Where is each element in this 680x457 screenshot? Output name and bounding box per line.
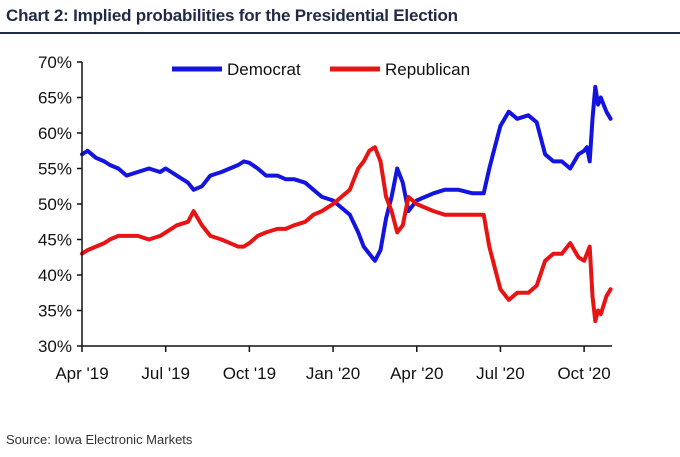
title-divider	[0, 32, 680, 34]
x-tick-label: Oct '19	[223, 364, 276, 383]
y-tick-label: 65%	[38, 89, 72, 108]
legend-label-democrat: Democrat	[227, 60, 301, 79]
chart-legend: Democrat Republican	[172, 60, 470, 79]
x-tick-label: Jul '20	[476, 364, 525, 383]
source-note: Source: Iowa Electronic Markets	[6, 432, 193, 447]
y-tick-label: 60%	[38, 124, 72, 143]
x-tick-label: Oct '20	[557, 364, 610, 383]
series-line-democrat	[80, 84, 613, 263]
x-axis-ticks	[81, 346, 585, 352]
legend-label-republican: Republican	[385, 60, 470, 79]
y-tick-label: 30%	[38, 337, 72, 356]
x-axis-tick-labels: Apr '19 Jul '19 Oct '19 Jan '20 Apr '20 Jul '…	[55, 364, 610, 383]
y-tick-label: 70%	[38, 53, 72, 72]
y-tick-label: 40%	[38, 266, 72, 285]
y-tick-label: 55%	[38, 160, 72, 179]
series-line-republican	[80, 145, 613, 324]
y-tick-label: 35%	[38, 302, 72, 321]
x-tick-label: Apr '19	[55, 364, 108, 383]
y-axis-tick-labels: 30% 35% 40% 45% 50% 55% 60% 65% 70%	[38, 53, 72, 356]
x-tick-label: Jan '20	[306, 364, 360, 383]
x-tick-label: Jul '19	[141, 364, 190, 383]
chart-title: Chart 2: Implied probabilities for the P…	[6, 6, 458, 25]
x-tick-label: Apr '20	[390, 364, 443, 383]
y-tick-label: 50%	[38, 195, 72, 214]
series-lines	[80, 84, 613, 324]
y-tick-label: 45%	[38, 231, 72, 250]
y-axis-ticks	[77, 61, 82, 347]
